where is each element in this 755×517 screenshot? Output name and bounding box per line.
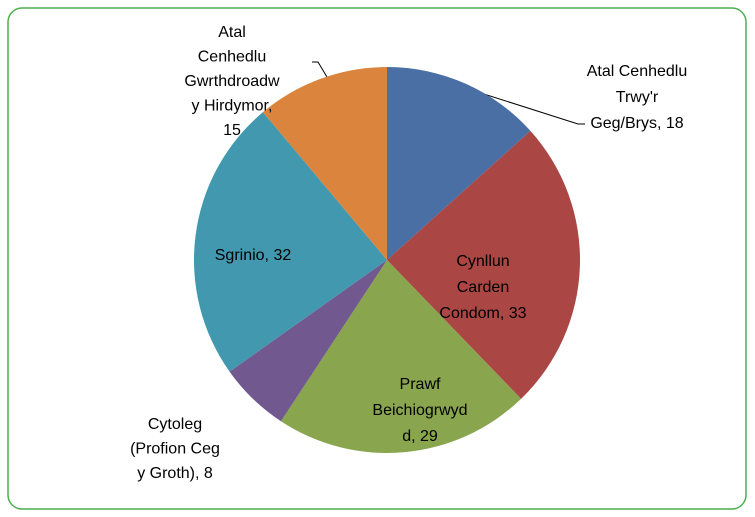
data-label: Condom, 33 (439, 305, 526, 322)
pie-slice (387, 130, 580, 399)
data-label: Beichiogrwyd (372, 402, 467, 419)
data-label: d, 29 (402, 428, 438, 445)
data-label: Geg/Brys, 18 (590, 115, 683, 132)
data-label: Prawf (400, 376, 441, 393)
data-label: Carden (457, 279, 509, 296)
data-label: Gwrthdroadw (184, 73, 280, 90)
data-label: Trwy'r (616, 89, 659, 106)
pie-slice (229, 260, 387, 422)
data-label: (Profion Ceg (130, 441, 220, 458)
pie-slice (280, 260, 522, 453)
data-label: y Hirdymor, (192, 98, 273, 115)
data-label: Cenhedlu (198, 49, 267, 66)
pie-slice (194, 112, 387, 372)
data-label: 15 (223, 122, 241, 139)
data-label: Cynllun (456, 253, 509, 270)
pie-slice (387, 67, 531, 260)
leader-line (464, 87, 585, 125)
data-label: Cytoleg (148, 416, 202, 433)
data-label: y Groth), 8 (137, 465, 213, 482)
pie-slice (262, 67, 387, 260)
data-label: Atal Cenhedlu (587, 63, 688, 80)
data-label: Atal (218, 24, 246, 41)
data-label: Sgrinio, 32 (215, 247, 292, 264)
leader-line (312, 61, 331, 83)
